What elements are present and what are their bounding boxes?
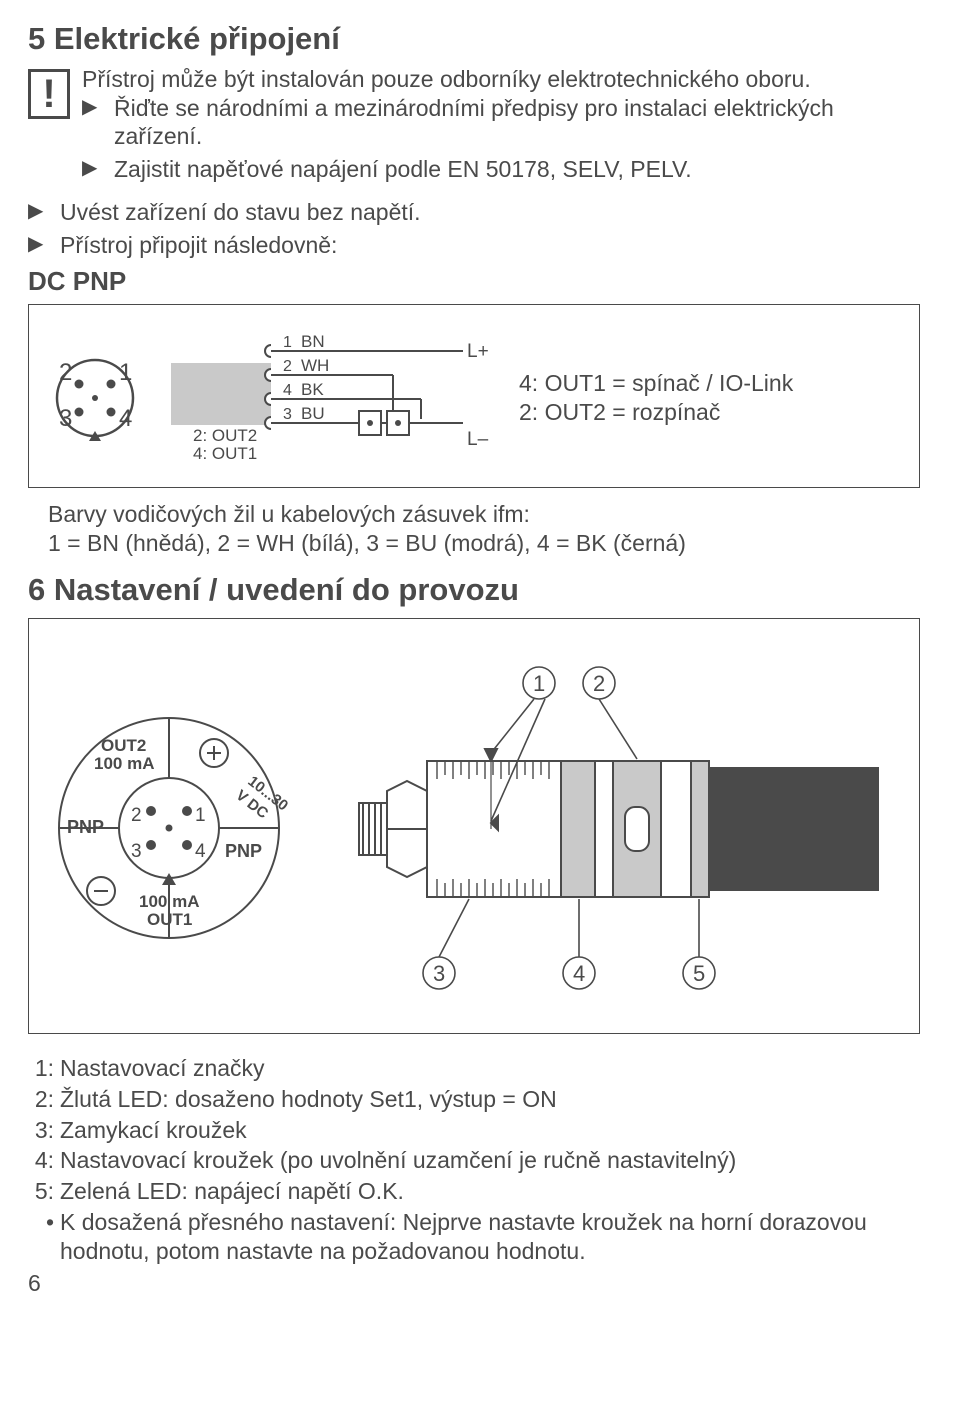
legend-key: 2: xyxy=(28,1085,54,1114)
wire-desc-1: 4: OUT1 = spínač / IO-Link xyxy=(519,369,903,398)
svg-text:4: 4 xyxy=(119,405,132,432)
legend-key: 4: xyxy=(28,1146,54,1175)
svg-text:BU: BU xyxy=(301,404,325,423)
svg-text:L+: L+ xyxy=(467,341,489,362)
legend-key: 1: xyxy=(28,1054,54,1083)
triangle-icon: ▶ xyxy=(28,198,50,227)
legend-text: K dosažená přesného nastavení: Nejprve n… xyxy=(60,1208,920,1266)
svg-text:1: 1 xyxy=(195,805,206,826)
svg-text:3: 3 xyxy=(433,961,445,986)
svg-text:OUT2: OUT2 xyxy=(101,736,146,755)
svg-text:PNP: PNP xyxy=(67,817,104,837)
device-diagram: OUT2 100 mA PNP PNP 100 mA OUT1 2 1 3 4 … xyxy=(39,653,899,1003)
legend-key: • xyxy=(28,1208,54,1266)
triangle-icon: ▶ xyxy=(82,155,104,184)
svg-text:4: 4 xyxy=(573,961,585,986)
svg-text:100 mA: 100 mA xyxy=(139,892,199,911)
legend-text: Zamykací kroužek xyxy=(60,1116,920,1145)
svg-text:1: 1 xyxy=(119,359,132,386)
section6-heading: 6 Nastavení / uvedení do provozu xyxy=(28,571,920,610)
svg-text:2: OUT2: 2: OUT2 xyxy=(193,426,257,445)
caution-bullet1: Řiďte se národními a mezinárodními předp… xyxy=(114,94,920,152)
caution-line1: Přístroj může být instalován pouze odbor… xyxy=(82,65,920,94)
svg-text:3: 3 xyxy=(131,841,142,862)
device-diagram-box: OUT2 100 mA PNP PNP 100 mA OUT1 2 1 3 4 … xyxy=(28,618,920,1034)
legend-text: Nastavovací kroužek (po uvolnění uzamčen… xyxy=(60,1146,920,1175)
svg-text:2: 2 xyxy=(59,359,72,386)
svg-text:L–: L– xyxy=(467,429,489,450)
svg-text:2: 2 xyxy=(131,805,142,826)
svg-text:5: 5 xyxy=(693,961,705,986)
legend: 1:Nastavovací značky 2:Žlutá LED: dosaže… xyxy=(28,1054,920,1265)
svg-text:2: 2 xyxy=(593,671,605,696)
wiring-diagram-box: 2 1 3 4 2: OUT2 4: OUT1 xyxy=(28,304,920,488)
svg-text:4: 4 xyxy=(283,382,292,399)
step2: Přístroj připojit následovně: xyxy=(60,231,920,260)
colors-line2: 1 = BN (hnědá), 2 = WH (bílá), 3 = BU (m… xyxy=(48,529,920,558)
svg-text:3: 3 xyxy=(283,406,292,423)
page-number: 6 xyxy=(28,1269,920,1298)
legend-text: Nastavovací značky xyxy=(60,1054,920,1083)
svg-text:4: 4 xyxy=(195,841,206,862)
svg-text:2: 2 xyxy=(283,358,292,375)
svg-text:4: OUT1: 4: OUT1 xyxy=(193,444,257,463)
caution-block: ! Přístroj může být instalován pouze odb… xyxy=(28,65,920,188)
svg-text:1: 1 xyxy=(533,671,545,696)
colors-line1: Barvy vodičových žil u kabelových zásuve… xyxy=(48,500,920,529)
triangle-icon: ▶ xyxy=(28,231,50,260)
svg-text:WH: WH xyxy=(301,356,329,375)
svg-text:PNP: PNP xyxy=(225,841,262,861)
caution-bullet2: Zajistit napěťové napájení podle EN 5017… xyxy=(114,155,920,184)
section5-heading: 5 Elektrické připojení xyxy=(28,20,920,59)
dc-pnp-label: DC PNP xyxy=(28,265,920,298)
svg-text:BN: BN xyxy=(301,332,325,351)
svg-text:OUT1: OUT1 xyxy=(147,910,192,929)
legend-key: 5: xyxy=(28,1177,54,1206)
legend-text: Žlutá LED: dosaženo hodnoty Set1, výstup… xyxy=(60,1085,920,1114)
legend-text: Zelená LED: napájecí napětí O.K. xyxy=(60,1177,920,1206)
wiring-schematic: 2: OUT2 4: OUT1 1 2 4 xyxy=(163,323,493,473)
wire-desc-2: 2: OUT2 = rozpínač xyxy=(519,398,903,427)
step1: Uvést zařízení do stavu bez napětí. xyxy=(60,198,920,227)
triangle-icon: ▶ xyxy=(82,94,104,152)
legend-key: 3: xyxy=(28,1116,54,1145)
svg-text:100 mA: 100 mA xyxy=(94,754,154,773)
svg-text:3: 3 xyxy=(59,405,72,432)
connector-diagram: 2 1 3 4 xyxy=(35,338,155,458)
svg-text:1: 1 xyxy=(283,334,292,351)
svg-text:BK: BK xyxy=(301,380,324,399)
exclamation-icon: ! xyxy=(28,69,70,119)
